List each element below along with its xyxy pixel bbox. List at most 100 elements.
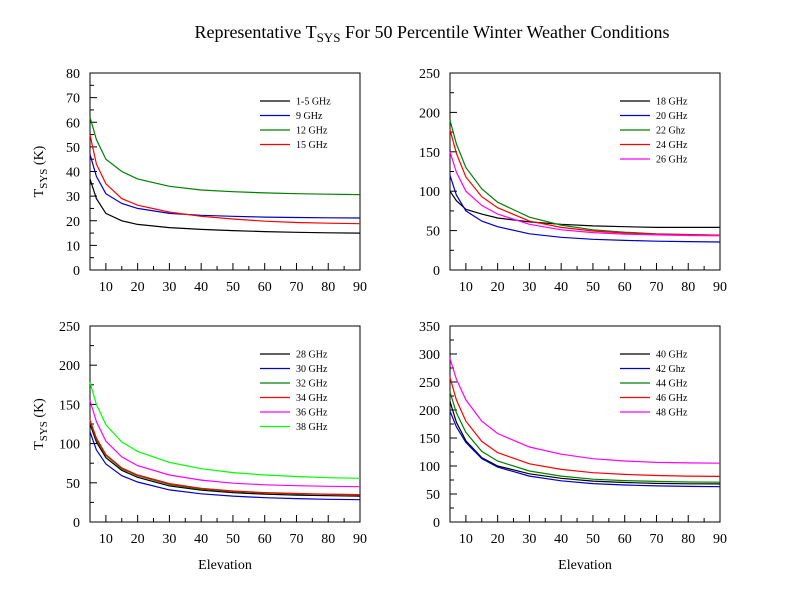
legend-label: 46 GHz (656, 393, 688, 404)
legend-label: 15 GHz (296, 140, 328, 151)
legend-label: 20 GHz (656, 111, 688, 122)
x-tick-label: 80 (321, 532, 335, 547)
series-line-6 (89, 382, 361, 479)
x-tick-label: 30 (162, 532, 176, 547)
y-tick-label: 50 (66, 141, 80, 156)
x-tick-label: 20 (131, 532, 145, 547)
x-tick-label: 40 (194, 280, 208, 295)
x-tick-label: 60 (258, 532, 272, 547)
series-line-4 (449, 377, 721, 477)
y-tick-label: 150 (59, 398, 80, 413)
y-tick-label: 250 (419, 376, 440, 391)
x-tick-label: 70 (289, 280, 303, 295)
legend-label: 42 Ghz (656, 364, 686, 375)
y-tick-label: 250 (419, 67, 440, 82)
y-tick-label: 0 (73, 264, 80, 279)
legend-label: 28 GHz (296, 350, 328, 361)
x-tick-label: 50 (226, 532, 240, 547)
y-tick-label: 150 (419, 432, 440, 447)
legend-label: 26 GHz (656, 155, 688, 166)
legend-label: 1-5 GHz (296, 97, 331, 108)
legend: 40 GHz 42 Ghz 44 GHz 46 GHz 48 GHz (620, 350, 688, 419)
legend-label: 48 GHz (656, 408, 688, 419)
chart-title: Representative TSYS For 50 Percentile Wi… (194, 22, 669, 45)
series-line-4 (89, 134, 361, 225)
series-line-1 (89, 178, 361, 234)
legend-label: 32 GHz (296, 379, 328, 390)
y-tick-label: 300 (419, 348, 440, 363)
legend-label: 40 GHz (656, 350, 688, 361)
legend-label: 34 GHz (296, 393, 328, 404)
y-axis-label: TSYS (K) (32, 398, 50, 450)
legend-label: 18 GHz (656, 97, 688, 108)
chart-panel-3: 0 50 100 150 200 250 10 20 30 40 50 60 70 80 90 28 GHz 3… (32, 320, 367, 573)
series-line-5 (449, 358, 721, 464)
legend-label: 44 GHz (656, 379, 688, 390)
x-tick-label: 20 (491, 532, 505, 547)
y-tick-label: 0 (73, 516, 80, 531)
y-tick-label: 150 (419, 146, 440, 161)
series-line-4 (449, 129, 721, 236)
x-tick-label: 10 (99, 532, 113, 547)
legend-label: 36 GHz (296, 408, 328, 419)
x-tick-label: 80 (681, 532, 695, 547)
x-tick-label: 30 (162, 280, 176, 295)
x-tick-label: 50 (226, 280, 240, 295)
y-tick-label: 350 (419, 320, 440, 335)
x-tick-label: 60 (258, 280, 272, 295)
x-tick-label: 70 (289, 532, 303, 547)
x-tick-label: 20 (491, 280, 505, 295)
x-tick-label: 90 (353, 532, 367, 547)
series-line-2 (449, 175, 721, 243)
y-tick-label: 30 (66, 190, 80, 205)
series-line-1 (449, 401, 721, 485)
x-tick-label: 10 (99, 280, 113, 295)
series-line-3 (449, 391, 721, 483)
x-tick-label: 50 (586, 532, 600, 547)
series-line-5 (89, 400, 361, 488)
y-tick-label: 200 (59, 359, 80, 374)
y-tick-label: 0 (433, 264, 440, 279)
x-tick-label: 90 (353, 280, 367, 295)
x-tick-label: 30 (522, 280, 536, 295)
chart-panel-4: 0 50 100 150 200 250 300 350 10 20 30 40 50 60 70 80 90 4… (419, 320, 727, 573)
chart-panel-2: 0 50 100 150 200 250 10 20 30 40 50 60 70 80 90 18 GHz 2… (419, 67, 727, 295)
x-tick-label: 40 (554, 280, 568, 295)
x-tick-label: 10 (459, 532, 473, 547)
y-tick-label: 100 (419, 460, 440, 475)
y-tick-label: 200 (419, 404, 440, 419)
series-line-2 (449, 410, 721, 488)
x-tick-label: 90 (713, 280, 727, 295)
legend-label: 30 GHz (296, 364, 328, 375)
y-tick-label: 0 (433, 516, 440, 531)
x-tick-label: 70 (649, 280, 663, 295)
series-line-2 (89, 154, 361, 219)
x-tick-label: 80 (681, 280, 695, 295)
x-tick-label: 60 (618, 532, 632, 547)
y-tick-label: 70 (66, 92, 80, 107)
series-line-1 (89, 423, 361, 497)
legend-label: 24 GHz (656, 140, 688, 151)
y-tick-label: 200 (419, 106, 440, 121)
x-tick-label: 80 (321, 280, 335, 295)
series-line-3 (89, 117, 361, 196)
y-tick-label: 50 (426, 225, 440, 240)
x-axis-label: Elevation (198, 558, 252, 573)
x-tick-label: 50 (586, 280, 600, 295)
y-tick-label: 250 (59, 320, 80, 335)
y-tick-label: 10 (66, 239, 80, 254)
y-tick-label: 20 (66, 215, 80, 230)
x-tick-label: 40 (194, 532, 208, 547)
x-tick-label: 60 (618, 280, 632, 295)
series-line-3 (449, 120, 721, 236)
series-line-5 (449, 151, 721, 237)
y-tick-label: 100 (59, 438, 80, 453)
y-tick-label: 60 (66, 116, 80, 131)
series-line-4 (89, 419, 361, 496)
x-tick-label: 30 (522, 532, 536, 547)
x-axis-label: Elevation (558, 558, 612, 573)
legend: 18 GHz 20 GHz 22 Ghz 24 GHz 26 GHz (620, 97, 688, 166)
y-tick-label: 40 (66, 166, 80, 181)
x-tick-label: 90 (713, 532, 727, 547)
